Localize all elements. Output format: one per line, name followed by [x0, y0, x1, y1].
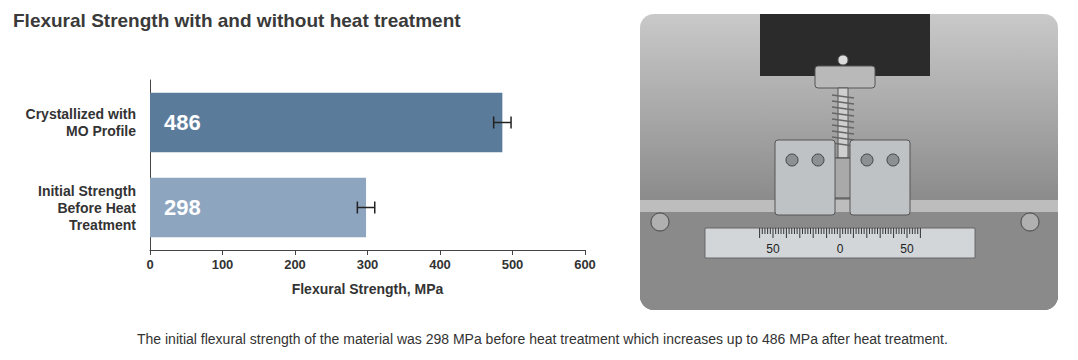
svg-text:Initial Strength: Initial Strength [38, 183, 136, 199]
svg-text:Flexural Strength, MPa: Flexural Strength, MPa [292, 281, 444, 297]
svg-text:600: 600 [574, 257, 596, 272]
svg-text:500: 500 [502, 257, 524, 272]
svg-text:50: 50 [900, 242, 914, 256]
svg-text:200: 200 [284, 257, 306, 272]
svg-text:Before Heat: Before Heat [57, 200, 136, 216]
svg-text:400: 400 [429, 257, 451, 272]
svg-text:Flexural Strength with and wit: Flexural Strength with and without heat … [13, 10, 461, 31]
svg-text:Treatment: Treatment [69, 217, 136, 233]
svg-text:50: 50 [766, 242, 780, 256]
svg-text:0: 0 [837, 242, 844, 256]
svg-text:MO Profile: MO Profile [66, 123, 136, 139]
svg-text:298: 298 [164, 195, 201, 220]
svg-text:100: 100 [212, 257, 234, 272]
svg-text:The initial flexural strength: The initial flexural strength of the mat… [137, 331, 948, 347]
svg-text:300: 300 [357, 257, 379, 272]
svg-text:0: 0 [146, 257, 153, 272]
svg-text:Crystallized with: Crystallized with [26, 106, 136, 122]
svg-text:486: 486 [164, 110, 201, 135]
